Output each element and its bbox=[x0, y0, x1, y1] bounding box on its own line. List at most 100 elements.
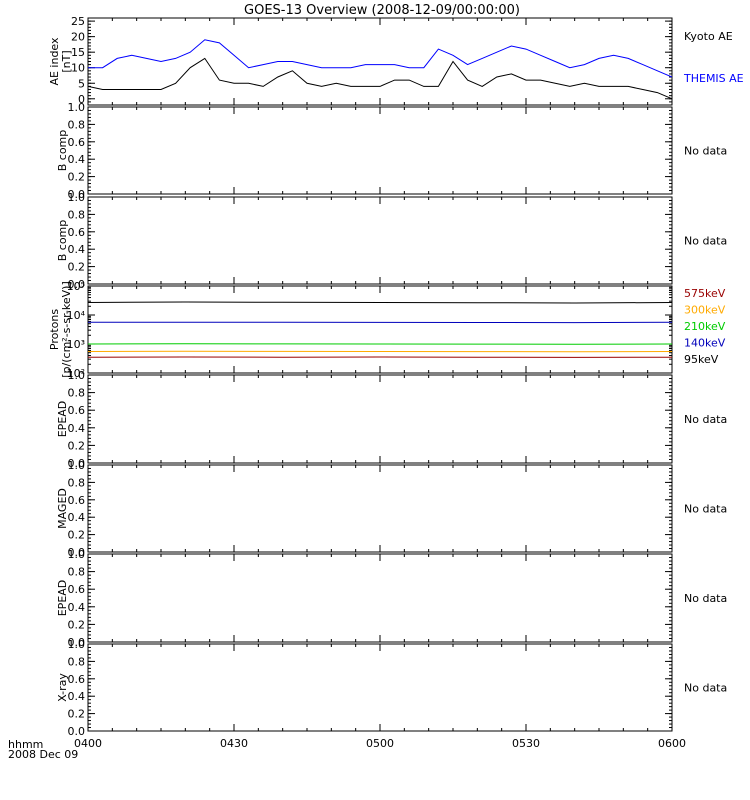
panel-2: 0.0 0.2 0.4 0.6 0.8 1.0 B comp No data bbox=[56, 191, 727, 291]
panel-frame bbox=[87, 553, 673, 643]
y-tick-label: 0.8 bbox=[68, 208, 86, 221]
y-tick-label: 0.8 bbox=[68, 387, 86, 400]
y-tick-label: 10⁵ bbox=[67, 280, 85, 293]
series-line-300kev bbox=[88, 350, 672, 353]
y-tick-label: 0.6 bbox=[68, 494, 86, 507]
panel-6: 0.0 0.2 0.4 0.6 0.8 1.0 EPEAD No data bbox=[56, 548, 727, 649]
y-tick-label: 0.4 bbox=[68, 422, 86, 435]
legend-entry: 210keV bbox=[684, 320, 726, 333]
y-tick-label: 1.0 bbox=[68, 369, 86, 382]
panel-frame bbox=[87, 106, 673, 195]
panel-frame bbox=[87, 374, 673, 464]
y-tick-label: 0 bbox=[78, 93, 85, 106]
y-tick-label: 0.2 bbox=[68, 171, 86, 184]
y-tick-label: 1.0 bbox=[68, 191, 86, 204]
legend-entry: 140keV bbox=[684, 337, 726, 350]
y-tick-label: 0.8 bbox=[68, 476, 86, 489]
x-tick-label: 0600 bbox=[658, 737, 686, 750]
y-tick-label: 5 bbox=[78, 77, 85, 90]
no-data-label: No data bbox=[684, 682, 727, 695]
panel-frame bbox=[87, 17, 673, 106]
y-axis-label: AE index bbox=[48, 37, 61, 86]
y-tick-label: 0.8 bbox=[68, 655, 86, 668]
y-axis-label: MAGED bbox=[56, 488, 69, 529]
y-tick-label: 0.4 bbox=[68, 153, 86, 166]
series-line-themis-ae bbox=[88, 39, 672, 78]
y-tick-label: 0.2 bbox=[68, 618, 86, 631]
series-line-95kev bbox=[88, 301, 672, 304]
y-tick-label: 0.0 bbox=[68, 457, 86, 470]
panel-5: 0.0 0.2 0.4 0.6 0.8 1.0 MAGED No data bbox=[56, 459, 727, 559]
x-tick-label: 0430 bbox=[220, 737, 248, 750]
y-tick-label: 10⁴ bbox=[67, 309, 86, 322]
panel-frame bbox=[87, 464, 673, 553]
y-tick-label: 0.4 bbox=[68, 243, 86, 256]
x-axis: 0400 0430 0500 0530 0600 bbox=[74, 737, 686, 750]
y-tick-label: 0.0 bbox=[68, 725, 86, 738]
x-axis-date-label: 2008 Dec 09 bbox=[8, 748, 78, 761]
y-tick-label: 1.0 bbox=[68, 459, 86, 472]
panel-0: 0 5 10 15 20 25 AE index [nT] Kyoto AE THEMIS AE bbox=[48, 15, 744, 106]
y-tick-label: 1.0 bbox=[68, 548, 86, 561]
no-data-label: No data bbox=[684, 235, 727, 248]
y-tick-label: 25 bbox=[71, 15, 85, 28]
y-tick-label: 0.4 bbox=[68, 601, 86, 614]
y-tick-label: 0.2 bbox=[68, 261, 86, 274]
y-axis-label: B comp bbox=[56, 130, 69, 172]
series-lines bbox=[88, 39, 672, 100]
y-tick-label: 0.6 bbox=[68, 583, 86, 596]
y-axis-unit: [p/(cm²-s-sr-keV)] bbox=[60, 281, 73, 378]
y-axis-unit: [nT] bbox=[60, 50, 73, 72]
y-tick-label: 10² bbox=[67, 367, 85, 380]
y-tick-label: 1.0 bbox=[68, 101, 86, 114]
y-axis-label: B comp bbox=[56, 220, 69, 262]
y-tick-label: 0.0 bbox=[68, 278, 86, 291]
y-tick-label: 0.2 bbox=[68, 708, 86, 721]
panel-frame bbox=[87, 285, 673, 374]
no-data-label: No data bbox=[684, 145, 727, 158]
y-tick-label: 0.6 bbox=[68, 226, 86, 239]
legend-entry: 95keV bbox=[684, 353, 719, 366]
y-tick-label: 0.4 bbox=[68, 511, 86, 524]
series-line-kyoto-ae bbox=[88, 57, 672, 100]
y-tick-label: 10³ bbox=[67, 338, 85, 351]
y-tick-label: 1.0 bbox=[68, 638, 86, 651]
no-data-label: No data bbox=[684, 413, 727, 426]
panel-1: 0.0 0.2 0.4 0.6 0.8 1.0 B comp No data bbox=[56, 101, 727, 201]
y-tick-label: 20 bbox=[71, 31, 85, 44]
panel-frame bbox=[87, 643, 673, 732]
y-axis-label: Protons bbox=[48, 309, 61, 350]
y-tick-label: 0.0 bbox=[68, 636, 86, 649]
panel-3: 10² 10³ 10⁴ 10⁵ Protons [p/(cm²-s-sr-keV)] 575… bbox=[48, 280, 726, 380]
x-axis-unit-label: hhmm bbox=[8, 738, 43, 751]
y-tick-label: 0.4 bbox=[68, 690, 86, 703]
y-tick-label: 0.6 bbox=[68, 404, 86, 417]
series-line-210kev bbox=[88, 343, 672, 345]
no-data-label: No data bbox=[684, 503, 727, 516]
y-tick-label: 0.0 bbox=[68, 188, 86, 201]
y-tick-label: 0.6 bbox=[68, 673, 86, 686]
y-tick-label: 0.2 bbox=[68, 439, 86, 452]
y-axis-label: X-ray bbox=[56, 673, 69, 702]
y-axis-label: EPEAD bbox=[56, 580, 69, 617]
legend-entry: THEMIS AE bbox=[683, 72, 744, 85]
y-tick-label: 0.0 bbox=[68, 546, 86, 559]
figure-title: GOES-13 Overview (2008-12-09/00:00:00) bbox=[244, 3, 520, 18]
series-lines bbox=[88, 301, 672, 358]
y-tick-label: 10 bbox=[71, 62, 85, 75]
legend-entry: 300keV bbox=[684, 304, 726, 317]
x-tick-label: 0530 bbox=[512, 737, 540, 750]
y-tick-label: 15 bbox=[71, 46, 85, 59]
y-tick-label: 0.6 bbox=[68, 136, 86, 149]
legend-entry: 575keV bbox=[684, 287, 726, 300]
x-tick-label: 0400 bbox=[74, 737, 102, 750]
y-tick-label: 0.2 bbox=[68, 529, 86, 542]
panel-frame bbox=[87, 196, 673, 285]
panel-7: 0.0 0.2 0.4 0.6 0.8 1.0 X-ray No data bbox=[56, 638, 727, 738]
y-axis-label: EPEAD bbox=[56, 401, 69, 438]
y-tick-label: 0.8 bbox=[68, 566, 86, 579]
no-data-label: No data bbox=[684, 592, 727, 605]
panel-4: 0.0 0.2 0.4 0.6 0.8 1.0 EPEAD No data bbox=[56, 369, 727, 470]
